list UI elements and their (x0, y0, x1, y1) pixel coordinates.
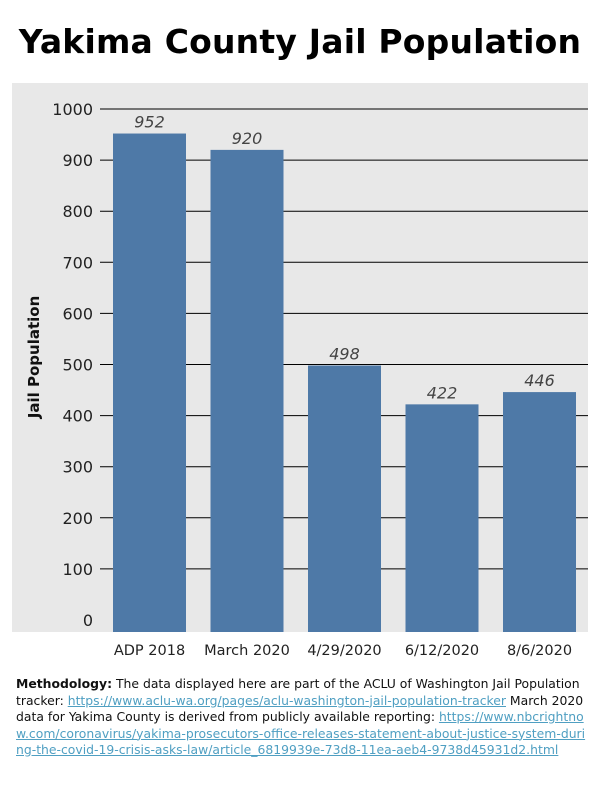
bars (113, 133, 576, 632)
x-tick-label: March 2020 (204, 643, 290, 659)
data-label: 952 (134, 113, 165, 132)
aclu-tracker-link[interactable]: https://www.aclu-wa.org/pages/aclu-washi… (67, 692, 506, 708)
y-tick-label: 800 (62, 202, 93, 221)
x-axis-ticks: ADP 2018 March 2020 4/29/2020 6/12/2020 8/6/… (114, 643, 572, 659)
x-tick-label: 8/6/2020 (507, 643, 572, 659)
y-tick-label: 500 (62, 356, 93, 375)
bar (308, 365, 381, 632)
data-labels: 952 920 498 422 446 (134, 113, 555, 403)
methodology-note: Methodology: The data displayed here are… (16, 676, 588, 759)
methodology-text-1: The data displayed here are part of the … (16, 676, 580, 708)
y-tick-label: 900 (62, 151, 93, 170)
x-tick-label: 4/29/2020 (307, 643, 381, 659)
y-tick-label: 700 (62, 253, 93, 272)
y-axis-ticks: 0 100 200 300 400 500 600 700 800 900 1000 (52, 100, 93, 630)
plot-area (12, 83, 588, 632)
methodology-label: Methodology: (16, 676, 113, 691)
x-tick-label: ADP 2018 (114, 643, 185, 659)
y-tick-label: 0 (83, 611, 93, 630)
x-tick-label: 6/12/2020 (405, 643, 479, 659)
bar (405, 404, 479, 632)
y-tick-label: 400 (62, 407, 93, 426)
y-tick-label: 600 (62, 304, 93, 323)
y-tick-label: 300 (62, 458, 93, 477)
data-label: 422 (427, 383, 458, 402)
bar (113, 133, 186, 632)
y-tick-label: 200 (62, 509, 93, 528)
nbc-article-link[interactable]: https://www.nbcrightnow.com/coronavirus/… (16, 709, 586, 757)
bar (503, 392, 576, 632)
bar (210, 149, 284, 632)
y-axis-label: Jail Population (25, 296, 43, 419)
y-tick-label: 1000 (52, 100, 93, 119)
y-tick-label: 100 (62, 560, 93, 579)
methodology-text-2: March 2020 data for Yakima County is der… (16, 692, 584, 725)
data-label: 498 (329, 345, 360, 364)
chart-title: Yakima County Jail Population (18, 22, 582, 61)
data-label: 446 (524, 371, 555, 390)
data-label: 920 (232, 129, 263, 148)
